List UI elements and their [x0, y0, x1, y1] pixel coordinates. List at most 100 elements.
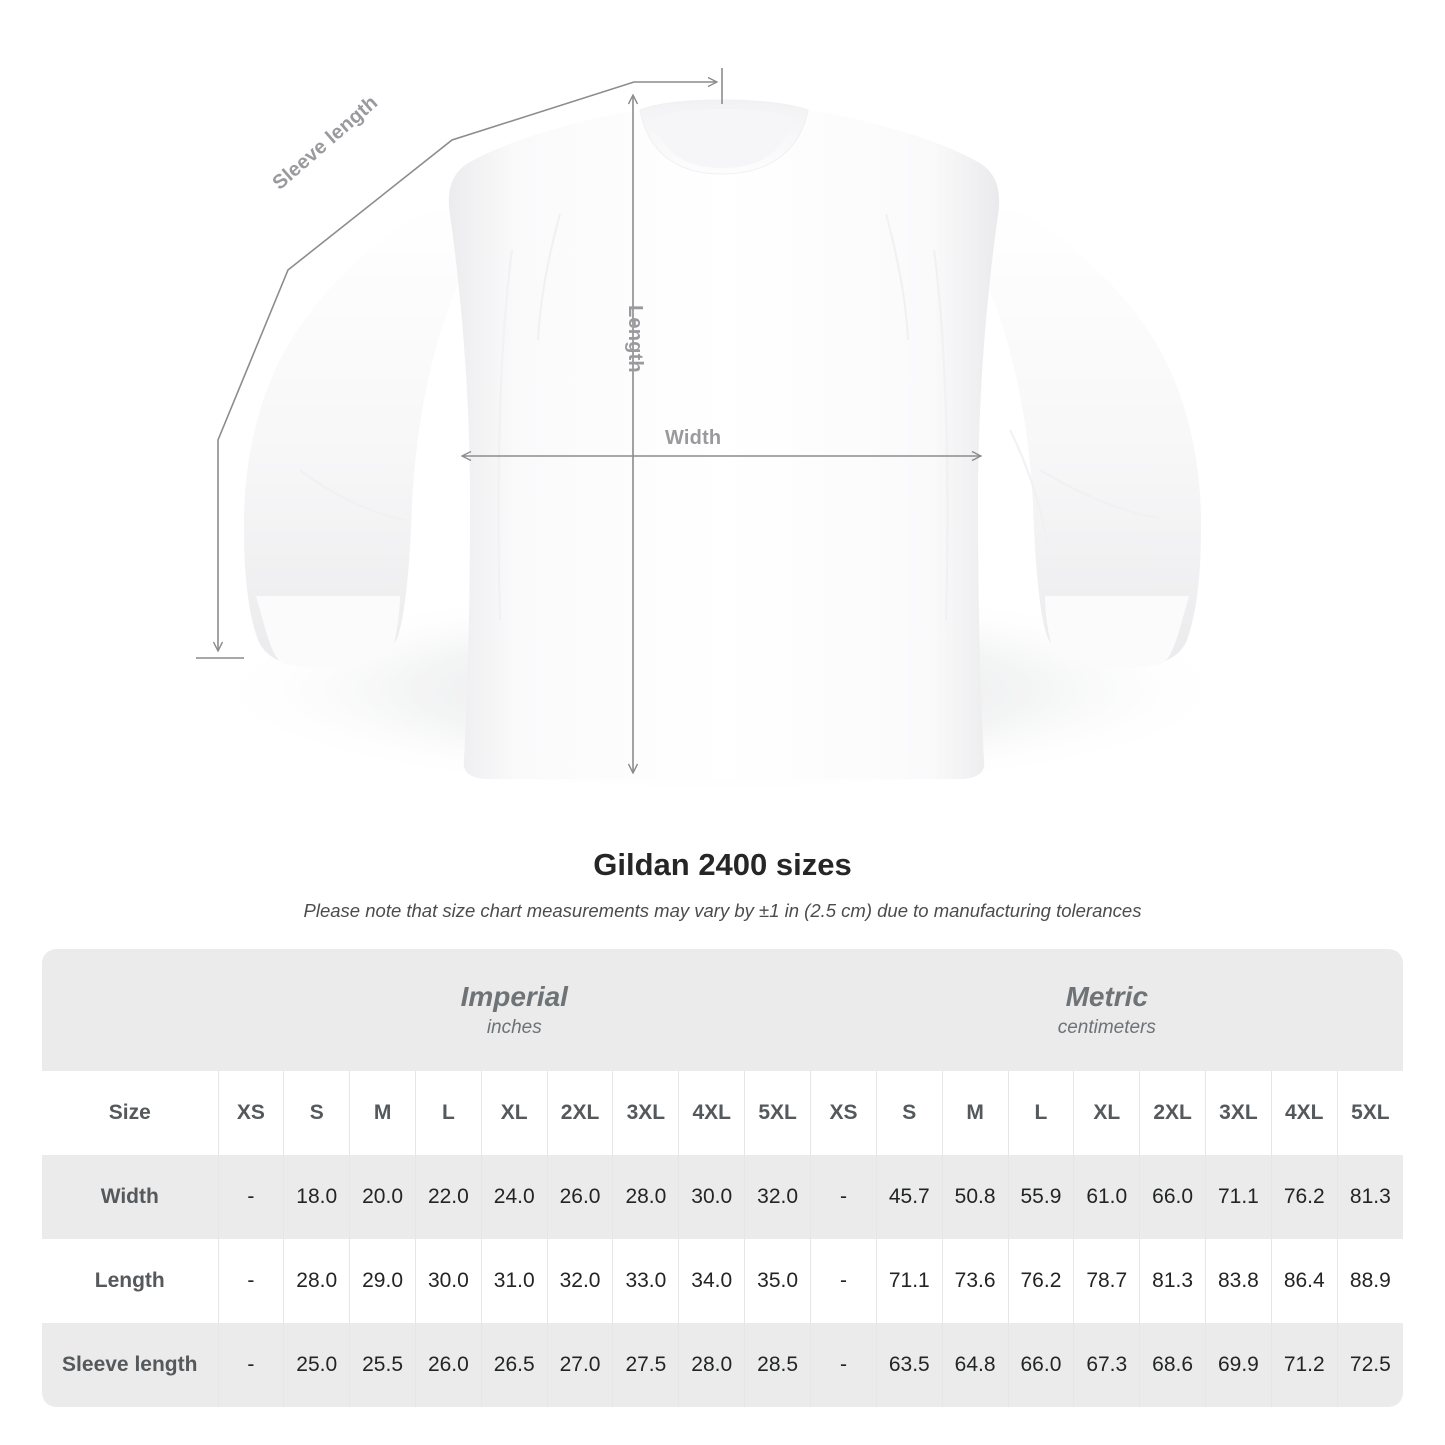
- measurement-cell: 28.5: [744, 1323, 811, 1407]
- table-row: Width -18.0 20.0 22.0 24.0 26.0 28.0 30.0 32.0-4…: [42, 1155, 1404, 1239]
- measurement-cell: 27.0: [546, 1323, 613, 1407]
- measurement-cell: 28.0: [612, 1155, 679, 1239]
- size-header-row: Size XS S M L XL 2XL 3XL 4XL 5XL XS S M L XL 2XL 3XL 4XL 5…: [42, 1071, 1404, 1155]
- unit-group-header: Metric centimeters: [810, 949, 1404, 1071]
- measurement-cell: 31.0: [480, 1239, 548, 1323]
- tolerance-note: Please note that size chart measurements…: [303, 900, 1142, 921]
- unit-header-spacer: [42, 949, 218, 1071]
- unit-group-header: Imperial inches: [218, 949, 811, 1071]
- measurement-cell: 64.8: [941, 1323, 1009, 1407]
- measurement-row-label: Length: [42, 1239, 218, 1323]
- measurement-cell: 55.9: [1007, 1155, 1074, 1239]
- size-column-header: 3XL: [612, 1071, 679, 1155]
- size-column-header: L: [414, 1071, 482, 1155]
- measurement-cell: 24.0: [480, 1155, 548, 1239]
- right-sleeve: [977, 200, 1202, 667]
- garment-diagram: Sleeve length Length Width: [196, 68, 1242, 795]
- table-row: Sleeve length -25.0 25.5 26.0 26.5 27.0 27.5 28…: [42, 1323, 1404, 1407]
- measurement-cell: 20.0: [349, 1155, 416, 1239]
- measurement-lines: [196, 68, 980, 772]
- measurement-cell: 73.6: [941, 1239, 1009, 1323]
- size-column-header: S: [875, 1071, 943, 1155]
- length-label: Length: [624, 305, 646, 373]
- measurement-cell: 83.8: [1205, 1239, 1272, 1323]
- size-column-header: XS: [810, 1071, 877, 1155]
- unit-header-row: Imperial inches Metric centimeters: [42, 949, 1404, 1071]
- left-cuff: [256, 596, 400, 668]
- measurement-cell: 88.9: [1336, 1239, 1404, 1323]
- width-label: Width: [665, 427, 722, 449]
- size-column-header: L: [1007, 1071, 1074, 1155]
- measurement-cell: 27.5: [612, 1323, 679, 1407]
- measurement-row-label: Sleeve length: [42, 1323, 218, 1407]
- measurement-cell: 78.7: [1073, 1239, 1140, 1323]
- size-column-header: XS: [217, 1071, 284, 1155]
- measurement-cell: 26.0: [546, 1155, 613, 1239]
- size-column-header: M: [349, 1071, 416, 1155]
- measurement-cell: 67.3: [1073, 1323, 1140, 1407]
- title-block: Gildan 2400 sizes Please note that size …: [0, 845, 1445, 923]
- measurement-cell: 18.0: [283, 1155, 350, 1239]
- size-column-header: M: [941, 1071, 1009, 1155]
- size-column-header: S: [283, 1071, 350, 1155]
- sleeve-length-line: [218, 82, 716, 650]
- size-chart-table-wrap: Imperial inches Metric centimeters Size XS S M…: [42, 949, 1404, 1407]
- measurement-cell: 71.1: [1205, 1155, 1272, 1239]
- measurement-cell: 61.0: [1073, 1155, 1140, 1239]
- size-column-header: 5XL: [744, 1071, 811, 1155]
- measurement-cell: -: [810, 1323, 877, 1407]
- size-column-header: 3XL: [1205, 1071, 1272, 1155]
- measurement-cell: 72.5: [1336, 1323, 1404, 1407]
- measurement-cell: 66.0: [1007, 1323, 1074, 1407]
- size-column-header: 4XL: [678, 1071, 745, 1155]
- measurement-cell: 45.7: [875, 1155, 943, 1239]
- measurement-cell: 30.0: [678, 1155, 745, 1239]
- measurement-cell: 34.0: [678, 1239, 745, 1323]
- size-chart-table: Imperial inches Metric centimeters Size XS S M…: [42, 949, 1404, 1407]
- measurement-cell: 35.0: [744, 1239, 811, 1323]
- table-body: Width -18.0 20.0 22.0 24.0 26.0 28.0 30.0 32.0-4…: [42, 1155, 1404, 1407]
- row-label-header: Size: [42, 1071, 218, 1155]
- measurement-cell: 76.2: [1270, 1155, 1338, 1239]
- measurement-cell: 25.0: [283, 1323, 350, 1407]
- size-column-header: XL: [480, 1071, 548, 1155]
- size-column-header: 2XL: [1139, 1071, 1206, 1155]
- unit-group-name: Metric: [1065, 981, 1149, 1012]
- measurement-cell: 86.4: [1270, 1239, 1338, 1323]
- measurement-cell: 25.5: [349, 1323, 416, 1407]
- measurement-cell: 66.0: [1139, 1155, 1206, 1239]
- table-row: Length -28.0 29.0 30.0 31.0 32.0 33.0 34.0 35.0-…: [42, 1239, 1404, 1323]
- unit-group-subtitle: inches: [486, 1017, 542, 1038]
- measurement-cell: 22.0: [414, 1155, 482, 1239]
- measurement-cell: 32.0: [744, 1155, 811, 1239]
- measurement-cell: 69.9: [1205, 1323, 1272, 1407]
- measurement-cell: 63.5: [875, 1323, 943, 1407]
- measurement-cell: 68.6: [1139, 1323, 1206, 1407]
- measurement-cell: 26.0: [414, 1323, 482, 1407]
- measurement-cell: 76.2: [1007, 1239, 1074, 1323]
- measurement-cell: 28.0: [678, 1323, 745, 1407]
- page-title: Gildan 2400 sizes: [593, 847, 852, 882]
- measurement-cell: 50.8: [941, 1155, 1009, 1239]
- measurement-cell: 81.3: [1336, 1155, 1404, 1239]
- unit-group-name: Imperial: [460, 981, 568, 1012]
- measurement-cell: 29.0: [349, 1239, 416, 1323]
- measurement-cell: 81.3: [1139, 1239, 1206, 1323]
- measurement-row-label: Width: [42, 1155, 218, 1239]
- measurement-cell: 28.0: [283, 1239, 350, 1323]
- size-column-header: XL: [1073, 1071, 1140, 1155]
- measurement-cell: 33.0: [612, 1239, 679, 1323]
- measurement-cell: -: [217, 1239, 284, 1323]
- size-column-header: 2XL: [546, 1071, 613, 1155]
- measurement-cell: 71.1: [875, 1239, 943, 1323]
- table-head: Imperial inches Metric centimeters Size XS S M…: [42, 949, 1404, 1155]
- measurement-cell: 71.2: [1270, 1323, 1338, 1407]
- right-cuff: [1045, 596, 1189, 668]
- size-column-header: 5XL: [1336, 1071, 1404, 1155]
- shirt-body: [448, 110, 1000, 779]
- unit-group-subtitle: centimeters: [1057, 1017, 1156, 1038]
- measurement-cell: -: [810, 1155, 877, 1239]
- measurement-cell: -: [217, 1323, 284, 1407]
- garment-illustration: [196, 68, 1242, 795]
- measurement-cell: -: [810, 1239, 877, 1323]
